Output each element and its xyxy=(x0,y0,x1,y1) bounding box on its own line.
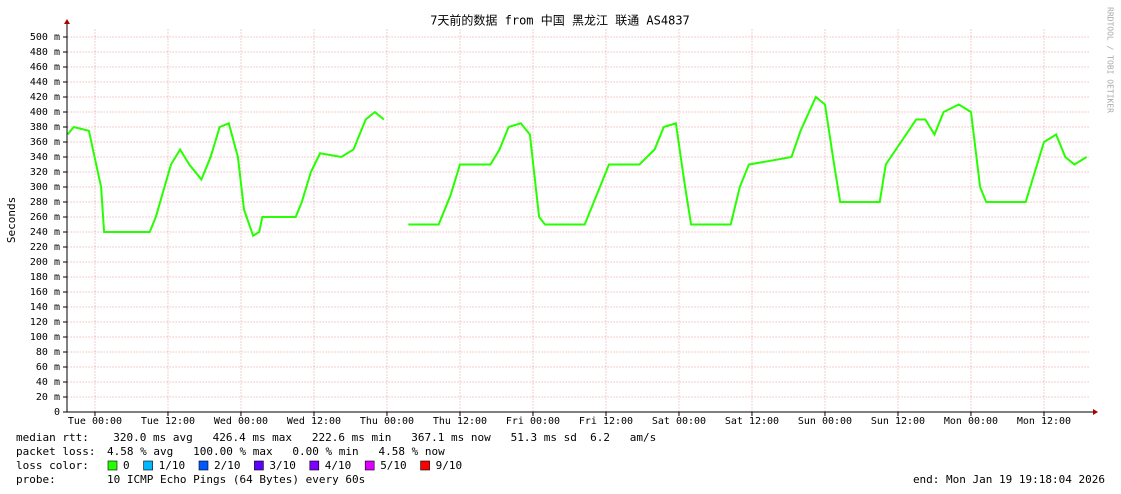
y-tick-label: 220 m xyxy=(30,242,60,253)
y-tick-label: 340 m xyxy=(30,152,60,163)
legend-label: 9/10 xyxy=(436,459,463,472)
y-tick-label: 420 m xyxy=(30,92,60,103)
legend-label: 4/10 xyxy=(325,459,352,472)
x-tick-label: Wed 12:00 xyxy=(287,416,341,427)
x-tick-label: Mon 00:00 xyxy=(944,416,998,427)
legend-label: 5/10 xyxy=(380,459,407,472)
legend-swatch xyxy=(364,460,375,471)
grid xyxy=(63,29,1090,416)
legend-label: 0 xyxy=(123,459,130,472)
x-tick-label: Thu 00:00 xyxy=(360,416,414,427)
legend-swatch xyxy=(254,460,264,471)
x-tick-label: Wed 00:00 xyxy=(214,416,268,427)
x-tick-label: Fri 00:00 xyxy=(506,416,560,427)
y-tick-label: 280 m xyxy=(30,197,60,208)
x-tick-label: Sun 12:00 xyxy=(871,416,925,427)
y-tick-label: 240 m xyxy=(30,227,60,238)
loss-stats: 4.58 % avg 100.00 % max 0.00 % min 4.58 … xyxy=(107,445,445,458)
y-arrow xyxy=(64,19,70,24)
x-arrow xyxy=(1093,409,1098,415)
y-tick-label: 180 m xyxy=(30,272,60,283)
x-tick-label: Sat 12:00 xyxy=(725,416,779,427)
y-tick-label: 140 m xyxy=(30,302,60,313)
legend-swatch xyxy=(309,460,320,471)
y-tick-label: 40 m xyxy=(36,377,60,388)
y-tick-label: 360 m xyxy=(30,137,60,148)
median-stats: 320.0 ms avg 426.4 ms max 222.6 ms min 3… xyxy=(100,431,656,444)
legend-label: 3/10 xyxy=(269,459,296,472)
legend-swatch xyxy=(143,460,153,471)
legend: 0 1/10 2/10 3/10 4/10 5/10 9/10 xyxy=(107,459,463,472)
loss-color-label: loss color: xyxy=(16,459,89,472)
y-tick-label: 260 m xyxy=(30,212,60,223)
y-tick-label: 320 m xyxy=(30,167,60,178)
x-tick-label: Sat 00:00 xyxy=(652,416,706,427)
y-tick-label: 20 m xyxy=(36,392,60,403)
y-tick-label: 200 m xyxy=(30,257,60,268)
x-tick-label: Thu 12:00 xyxy=(433,416,487,427)
y-axis-label: Seconds xyxy=(5,197,18,243)
y-tick-label: 440 m xyxy=(30,77,60,88)
end-text: end: Mon Jan 19 19:18:04 2026 xyxy=(913,473,1105,486)
y-tick-label: 0 xyxy=(54,407,60,418)
y-tick-label: 480 m xyxy=(30,47,60,58)
legend-swatch xyxy=(420,460,430,471)
legend-label: 2/10 xyxy=(214,459,241,472)
y-tick-label: 460 m xyxy=(30,62,60,73)
plot xyxy=(66,95,1088,238)
y-tick-label: 380 m xyxy=(30,122,60,133)
side-note: RRDTOOL / TOBI OETIKER xyxy=(1106,7,1115,113)
y-tick-label: 100 m xyxy=(30,332,60,343)
loss-label: packet loss: xyxy=(16,445,95,458)
x-tick-label: Tue 00:00 xyxy=(68,416,122,427)
x-tick-label: Fri 12:00 xyxy=(579,416,633,427)
chart-title: 7天前的数据 from 中国 黑龙江 联通 AS4837 xyxy=(430,13,690,28)
y-tick-label: 80 m xyxy=(36,347,60,358)
y-tick-label: 400 m xyxy=(30,107,60,118)
y-tick-label: 160 m xyxy=(30,287,60,298)
probe-text: 10 ICMP Echo Pings (64 Bytes) every 60s xyxy=(107,473,365,486)
median-line xyxy=(66,95,1088,238)
legend-swatch xyxy=(198,460,209,471)
x-tick-label: Mon 12:00 xyxy=(1017,416,1071,427)
x-tick-label: Sun 00:00 xyxy=(798,416,852,427)
median-label: median rtt: xyxy=(16,431,89,444)
legend-label: 1/10 xyxy=(159,459,186,472)
y-tick-label: 120 m xyxy=(30,317,60,328)
probe-label: probe: xyxy=(16,473,56,486)
x-tick-label: Tue 12:00 xyxy=(141,416,195,427)
y-tick-label: 60 m xyxy=(36,362,60,373)
legend-swatch xyxy=(107,460,118,471)
y-tick-label: 300 m xyxy=(30,182,60,193)
y-tick-label: 500 m xyxy=(30,32,60,43)
